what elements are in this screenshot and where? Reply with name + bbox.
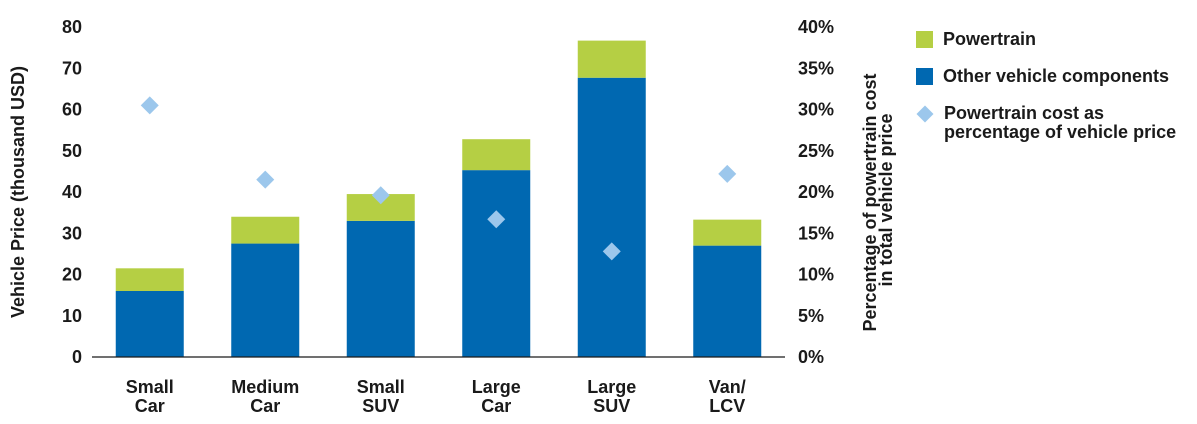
category-label: LCV (709, 396, 745, 416)
legend-swatch-powertrain (916, 31, 933, 48)
percentage-diamond-marker (256, 170, 275, 189)
legend-item-percentage: Powertrain cost as percentage of vehicle… (916, 104, 1197, 142)
bar-powertrain (231, 216, 300, 244)
y2-tick-label: 20% (798, 182, 834, 202)
category-label: Van/ (709, 377, 746, 397)
bar-other-components (693, 245, 762, 357)
percentage-diamond-marker (602, 242, 621, 261)
category-label: Car (250, 396, 280, 416)
secondary-y-axis-ticks: 0% 5% 10% 15% 20% 25% 30% 35% 40% (798, 17, 834, 367)
y2-tick-label: 25% (798, 141, 834, 161)
y-tick-label: 60 (62, 100, 82, 120)
secondary-y-axis-title-line-1: Percentage of powertrain cost (860, 73, 880, 331)
percentage-markers (140, 96, 737, 261)
category-label: Large (472, 377, 521, 397)
y2-tick-label: 35% (798, 58, 834, 78)
bar-powertrain (577, 40, 646, 78)
bar-other-components (346, 220, 415, 357)
y2-tick-label: 30% (798, 100, 834, 120)
y2-tick-label: 0% (798, 347, 824, 367)
category-label: Car (135, 396, 165, 416)
y-tick-label: 40 (62, 182, 82, 202)
percentage-diamond-marker (371, 186, 390, 205)
legend-label-other-components: Other vehicle components (943, 66, 1170, 86)
category-label: Small (126, 377, 174, 397)
y-tick-label: 20 (62, 265, 82, 285)
legend-swatch-other-components (916, 68, 933, 85)
legend-label-powertrain: Powertrain (943, 29, 1037, 49)
bar-other-components (462, 170, 531, 357)
category-label: SUV (362, 396, 399, 416)
bar-other-components (577, 77, 646, 358)
y-tick-label: 50 (62, 141, 82, 161)
legend-item-powertrain: Powertrain (916, 30, 1197, 49)
secondary-y-axis-title: Percentage of powertrain cost in total v… (860, 68, 896, 331)
bar-other-components (115, 291, 184, 357)
legend: Powertrain Other vehicle components Powe… (916, 30, 1197, 160)
y2-tick-label: 40% (798, 17, 834, 37)
bar-powertrain (115, 268, 184, 291)
category-label: Small (357, 377, 405, 397)
y-tick-label: 80 (62, 17, 82, 37)
category-label: Car (481, 396, 511, 416)
category-label: SUV (593, 396, 630, 416)
y-tick-label: 70 (62, 58, 82, 78)
legend-item-other-components: Other vehicle components (916, 67, 1197, 86)
category-label: Large (587, 377, 636, 397)
y-tick-label: 30 (62, 223, 82, 243)
y2-tick-label: 15% (798, 223, 834, 243)
y-tick-label: 10 (62, 306, 82, 326)
percentage-diamond-marker (487, 210, 506, 229)
legend-diamond-icon (916, 105, 934, 123)
bar-other-components (231, 243, 300, 357)
secondary-y-axis-title-line-2: in total vehicle price (876, 113, 896, 286)
y2-tick-label: 5% (798, 306, 824, 326)
y-axis-title: Vehicle Price (thousand USD) (8, 66, 28, 318)
percentage-diamond-marker (718, 164, 737, 183)
bars (115, 40, 762, 358)
y-axis-ticks: 0 10 20 30 40 50 60 70 80 (62, 17, 82, 367)
category-label: Medium (231, 377, 299, 397)
y2-tick-label: 10% (798, 265, 834, 285)
legend-label-percentage: Powertrain cost as percentage of vehicle… (944, 103, 1177, 142)
percentage-diamond-marker (140, 96, 159, 115)
y-tick-label: 0 (72, 347, 82, 367)
bar-powertrain (693, 219, 762, 246)
x-axis-categories: SmallCarMediumCarSmallSUVLargeCarLargeSU… (126, 377, 746, 416)
bar-powertrain (462, 139, 531, 171)
